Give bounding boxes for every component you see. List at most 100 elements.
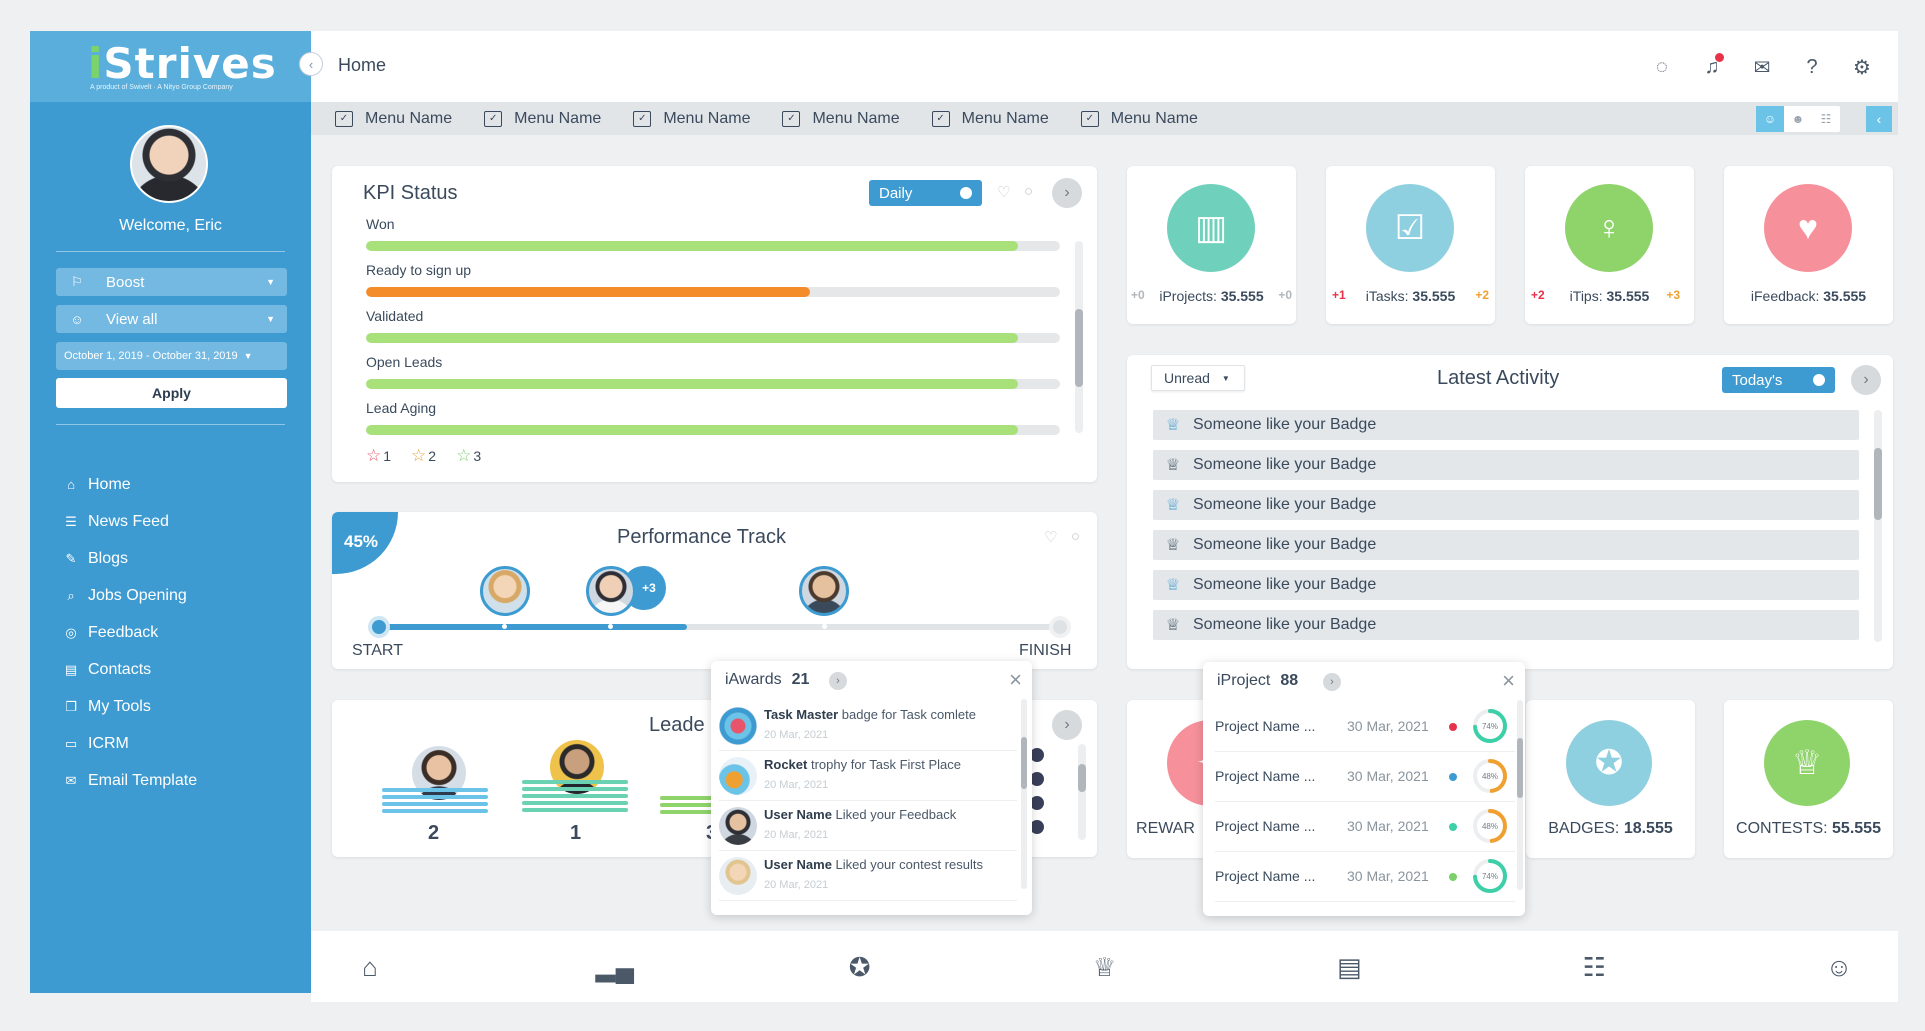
trophy-icon[interactable]: ♕ [1092,951,1117,982]
activity-scrollbar[interactable] [1874,410,1882,642]
smiley-icon[interactable]: ☺ [1825,951,1853,982]
sidebar-item-news-feed[interactable]: ☰ News Feed [60,503,197,540]
sidebar-item-icrm[interactable]: ▭ ICRM [60,725,197,762]
activity-item[interactable]: ♕ Someone like your Badge [1153,490,1859,520]
comment-icon[interactable]: ○ [1024,183,1034,200]
track-avatar[interactable] [480,566,530,616]
activity-item[interactable]: ♕ Someone like your Badge [1153,530,1859,560]
badges-card[interactable]: ✪ BADGES: 18.555 [1526,700,1695,858]
kpi-scrollbar[interactable] [1075,241,1083,433]
award-item[interactable]: Rocket trophy for Task First Place 20 Ma… [719,751,1017,801]
help-icon[interactable]: ? [1806,55,1818,78]
iawards-open-button[interactable]: › [829,672,847,690]
itasks-stat-card[interactable]: ☑ +1 iTasks: 35.555 +2 [1326,166,1495,324]
checklist-icon[interactable]: ☷ [1582,951,1606,982]
iprojects-stat-card[interactable]: ▥ +0 iProjects: 35.555 +0 [1127,166,1296,324]
heart-icon[interactable]: ♡ [997,184,1011,201]
star-rating[interactable]: ☆ 3 [456,446,482,465]
close-icon[interactable]: × [1009,667,1022,692]
menubar-collapse-button[interactable]: ‹ [1866,106,1892,132]
sidebar-collapse-button[interactable]: ‹ [299,52,323,76]
track-start-label: START [352,642,403,659]
chart-icon[interactable]: ▂▄ [595,951,635,982]
group-icon[interactable]: ☷ [1820,112,1832,126]
award-icon[interactable]: ✪ [848,951,871,982]
star-rating[interactable]: ☆ 2 [411,446,437,465]
award-item[interactable]: User Name Liked your Feedback 20 Mar, 20… [719,801,1017,851]
iawards-scrollbar[interactable] [1021,699,1027,889]
team-icon[interactable]: ☻ [1791,112,1805,126]
leader-bars [522,780,628,815]
project-item[interactable]: Project Name ... 30 Mar, 2021 48% [1215,752,1515,802]
boost-select[interactable]: ⚐ Boost ▼ [56,268,287,296]
sidebar: iStrives A product of Swivelt · A Nityo … [30,31,311,993]
track-avatar[interactable] [799,566,849,616]
chat-icon[interactable]: ◌ [1656,55,1668,78]
home-icon[interactable]: ⌂ [362,951,378,982]
heart-icon[interactable]: ♡ [1044,529,1058,546]
logo[interactable]: iStrives [88,39,277,88]
kpi-daily-toggle[interactable]: Daily [869,180,982,206]
ifeedback-stat-card[interactable]: ♥ iFeedback: 35.555 [1724,166,1893,324]
latest-activity-card: Unread ▼ Latest Activity Today's › ♕ Someo… [1127,355,1893,669]
sidebar-item-email-template[interactable]: ✉ Email Template [60,762,198,799]
award-item[interactable]: Task Master badge for Task comlete 20 Ma… [719,701,1017,751]
donut-label: 74% [1482,722,1498,731]
activity-filter-select[interactable]: Unread ▼ [1151,365,1245,391]
checklist-icon: ☑ [1366,184,1454,272]
comment-icon[interactable]: ○ [1071,528,1081,545]
close-icon[interactable]: × [1502,668,1515,693]
checkbox-icon: ✓ [335,110,353,127]
kpi-row: Ready to sign up [366,262,1060,297]
itips-stat-card[interactable]: ♀ +2 iTips: 35.555 +3 [1525,166,1694,324]
menu-item[interactable]: ✓ Menu Name [633,110,750,128]
sidebar-item-home[interactable]: ⌂ Home [60,466,197,503]
menu-item[interactable]: ✓ Menu Name [1080,110,1198,128]
gear-icon[interactable]: ⚙ [1853,56,1871,79]
leaderboard-scrollbar[interactable] [1078,744,1086,840]
sidebar-item-my-tools[interactable]: ❐ My Tools [60,688,197,725]
sidebar-item-blogs[interactable]: ✎ Blogs [60,540,197,577]
contests-card[interactable]: ♕ CONTESTS: 55.555 [1724,700,1893,858]
menu-item[interactable]: ✓ Menu Name [931,110,1049,128]
menu-item[interactable]: ✓ Menu Name [335,110,452,128]
user-avatar[interactable] [130,125,208,203]
kpi-progress-bar [366,379,1019,389]
activity-item[interactable]: ♕ Someone like your Badge [1153,570,1859,600]
menu-item[interactable]: ✓ Menu Name [484,110,601,128]
project-item[interactable]: Project Name ... 30 Mar, 2021 48% [1215,802,1515,852]
donut-label: 48% [1482,822,1498,831]
project-item[interactable]: Project Name ... 30 Mar, 2021 74% [1215,852,1515,902]
sidebar-item-feedback[interactable]: ◎ Feedback [60,614,197,651]
view-mode-toggle: ☺ ☻ ☷ [1756,106,1840,132]
sidebar-item-jobs-opening[interactable]: ⌕ Jobs Opening [60,577,197,614]
award-item[interactable]: User Name Liked your contest results 20 … [719,851,1017,901]
activity-item[interactable]: ♕ Someone like your Badge [1153,450,1859,480]
kpi-row: Open Leads [366,354,1060,389]
mail-icon[interactable]: ✉ [1753,56,1771,79]
view-select[interactable]: ☺ View all ▼ [56,305,287,333]
leader-avatar[interactable] [550,740,604,794]
iproject-scrollbar[interactable] [1517,700,1523,890]
activity-item[interactable]: ♕ Someone like your Badge [1153,410,1859,440]
toggle-knob [960,187,972,199]
track-avatar[interactable] [586,566,636,616]
activity-item[interactable]: ♕ Someone like your Badge [1153,610,1859,640]
presentation-icon[interactable]: ▤ [1337,951,1362,982]
iproject-open-button[interactable]: › [1323,673,1341,691]
date-range-select[interactable]: October 1, 2019 - October 31, 2019 ▼ [56,342,287,370]
checkbox-icon: ✓ [782,110,801,127]
activity-today-toggle[interactable]: Today's [1722,367,1835,393]
sidebar-item-contacts[interactable]: ▤ Contacts [60,651,197,688]
kpi-next-button[interactable]: › [1052,178,1082,208]
project-item[interactable]: Project Name ... 30 Mar, 2021 74% [1215,702,1515,752]
checkbox-icon: ✓ [1080,110,1099,127]
leaderboard-title: Leade [649,714,705,736]
bell-icon[interactable]: ♫ [1698,53,1726,81]
leaderboard-next-button[interactable]: › [1052,710,1082,740]
star-rating[interactable]: ☆ 1 [366,446,392,465]
menu-item[interactable]: ✓ Menu Name [782,110,900,128]
activity-next-button[interactable]: › [1851,365,1881,395]
single-user-icon[interactable]: ☺ [1756,106,1784,132]
apply-button[interactable]: Apply [56,378,287,408]
